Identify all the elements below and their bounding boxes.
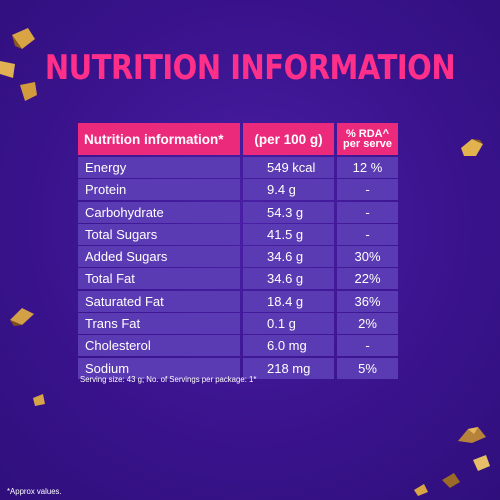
per-100g-value: 0.1 g [243, 313, 334, 335]
rda-value: 2% [337, 313, 398, 335]
nutrient-name: Added Sugars [78, 246, 240, 268]
nutrient-name: Trans Fat [78, 313, 240, 335]
rda-value: 22% [337, 268, 398, 290]
nutrient-name: Saturated Fat [78, 290, 240, 312]
nut-piece-icon [414, 484, 428, 496]
nut-piece-icon [12, 28, 35, 49]
table-row: Carbohydrate 54.3 g- [78, 201, 398, 223]
nutrient-name: Total Fat [78, 268, 240, 290]
nut-piece-icon [33, 394, 45, 406]
per-100g-value: 549 kcal [243, 157, 334, 178]
table-row: Protein 9.4 g- [78, 179, 398, 201]
per-100g-value: 9.4 g [243, 179, 334, 201]
rda-value: 36% [337, 290, 398, 312]
per-100g-value: 18.4 g [243, 290, 334, 312]
nutrient-name: Total Sugars [78, 223, 240, 245]
table-row: Cholesterol 6.0 mg - [78, 335, 398, 357]
rda-value: 12 % [337, 157, 398, 178]
rda-value: 5% [337, 357, 398, 379]
per-100g-value: 34.6 g [243, 268, 334, 290]
approx-footnote: *Approx values. [7, 487, 62, 496]
table-row: Saturated Fat 18.4 g 36% [78, 290, 398, 312]
nut-piece-icon [458, 427, 486, 443]
nutrient-name: Sodium [78, 357, 240, 379]
nutrition-table: Nutrition information* (per 100 g) % RDA… [78, 123, 398, 380]
table-row: Trans Fat 0.1 g 2% [78, 313, 398, 335]
table-row: Energy 549 kcal 12 % [78, 157, 398, 178]
nut-piece-icon [10, 308, 34, 326]
serving-footnote: Serving size: 43 g; No. of Servings per … [80, 375, 257, 384]
header-per-100g: (per 100 g) [243, 123, 334, 155]
nutrient-name: Protein [78, 179, 240, 201]
header-rda: % RDA^ per serve [337, 123, 398, 155]
table-row: Total Fat 34.6 g 22% [78, 268, 398, 290]
header-rda-line2: per serve [343, 138, 392, 150]
nutrient-name: Cholesterol [78, 335, 240, 357]
per-100g-value: 218 mg [243, 357, 334, 379]
header-rda-line1: % RDA^ [345, 128, 390, 140]
table-row: Added Sugars 34.6 g 30% [78, 246, 398, 268]
nut-piece-icon [20, 82, 37, 101]
header-nutrient: Nutrition information* [78, 123, 240, 155]
rda-value: - [337, 179, 398, 201]
table-row: Sodium 218 mg 5% [78, 357, 398, 379]
nut-piece-icon [461, 139, 483, 156]
rda-value: - [337, 335, 398, 357]
per-100g-value: 34.6 g [243, 246, 334, 268]
per-100g-value: 41.5 g [243, 223, 334, 245]
per-100g-value: 54.3 g [243, 201, 334, 223]
nut-piece-icon [0, 61, 15, 78]
rda-value: - [337, 201, 398, 223]
nutrient-name: Carbohydrate [78, 201, 240, 223]
table-header: Nutrition information* (per 100 g) % RDA… [78, 123, 398, 155]
nut-piece-icon [473, 455, 490, 471]
nut-piece-icon [442, 473, 460, 488]
rda-value: - [337, 223, 398, 245]
page-title: NUTRITION INFORMATION [44, 46, 456, 88]
nutrient-name: Energy [78, 157, 240, 178]
rda-value: 30% [337, 246, 398, 268]
per-100g-value: 6.0 mg [243, 335, 334, 357]
table-row: Total Sugars 41.5 g- [78, 223, 398, 245]
